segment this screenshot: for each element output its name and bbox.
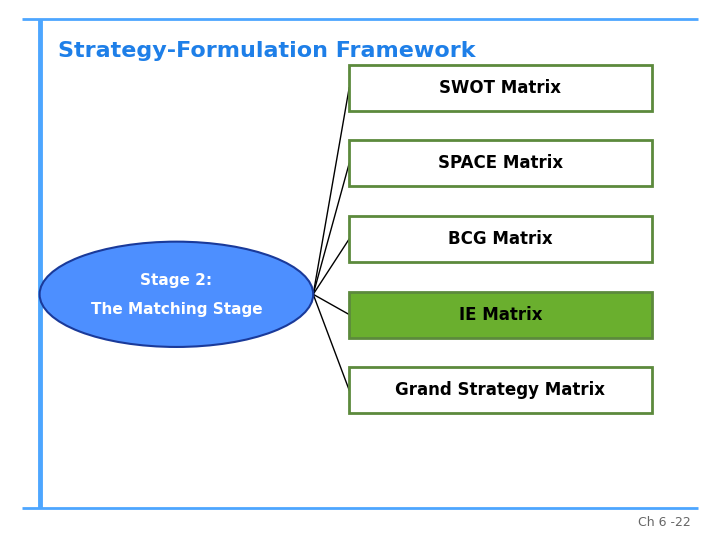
Text: Strategy-Formulation Framework: Strategy-Formulation Framework [58, 41, 475, 62]
Text: Grand Strategy Matrix: Grand Strategy Matrix [395, 381, 606, 399]
Text: SPACE Matrix: SPACE Matrix [438, 154, 563, 172]
FancyBboxPatch shape [349, 216, 652, 262]
Text: Ch 6 -22: Ch 6 -22 [639, 516, 691, 529]
Text: SWOT Matrix: SWOT Matrix [439, 79, 562, 97]
Text: BCG Matrix: BCG Matrix [448, 230, 553, 248]
FancyBboxPatch shape [349, 65, 652, 111]
Text: The Matching Stage: The Matching Stage [91, 302, 262, 317]
FancyBboxPatch shape [349, 140, 652, 186]
FancyBboxPatch shape [349, 292, 652, 338]
Text: IE Matrix: IE Matrix [459, 306, 542, 323]
FancyBboxPatch shape [349, 367, 652, 413]
Text: Stage 2:: Stage 2: [140, 273, 212, 288]
Ellipse shape [40, 241, 313, 347]
